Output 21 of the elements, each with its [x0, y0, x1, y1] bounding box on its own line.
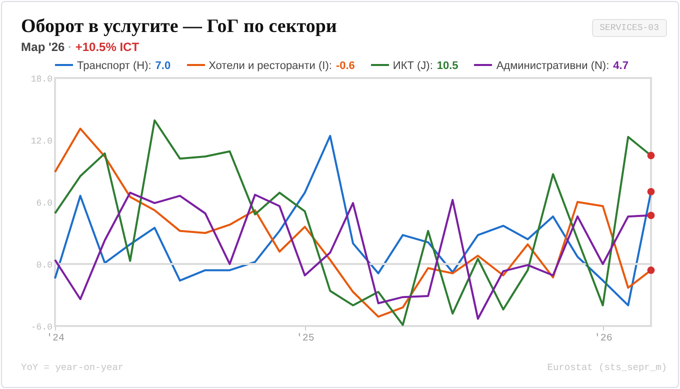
x-tick-label: '26	[594, 332, 612, 344]
text: SERVICES-03	[592, 19, 667, 37]
point	[647, 188, 655, 196]
point	[647, 212, 655, 220]
text: Eurostat (sts_sepr_m)	[547, 362, 667, 373]
legend-label: ИКТ (J): 10.5	[392, 60, 458, 72]
point	[647, 266, 655, 274]
y-tick-label: 6.0	[36, 198, 52, 208]
legend-label: Транспорт (H): 7.0	[77, 60, 171, 72]
chart-title: Оборот в услугите — ГоГ по сектори	[21, 16, 337, 38]
text: YoY = year-on-year	[21, 362, 124, 373]
y-tick-label: 12.0	[30, 136, 52, 146]
chart-subtitle: Мар '26 · +10.5% ICT	[21, 40, 140, 54]
y-tick-label: -6.0	[30, 322, 52, 332]
x-tick-label: '25	[296, 332, 314, 344]
legend-label: Хотели и ресторанти (I): -0.6	[208, 60, 355, 72]
point	[647, 152, 655, 160]
y-tick-label: 0.0	[36, 260, 52, 270]
legend-label: Административни (N): 4.7	[496, 60, 628, 72]
x-tick-label: '24	[46, 332, 65, 344]
y-tick-label: 18.0	[30, 74, 52, 84]
